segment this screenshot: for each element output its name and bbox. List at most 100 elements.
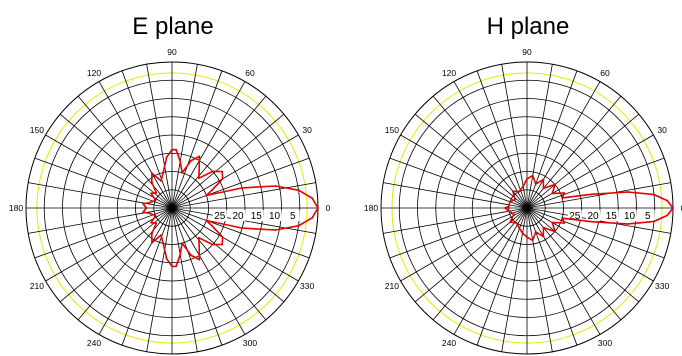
h-plane-grid-spoke bbox=[476, 70, 528, 209]
e-plane-pattern-point bbox=[160, 234, 163, 237]
e-plane-pattern-point bbox=[198, 177, 200, 180]
e-plane-grid-spoke bbox=[171, 207, 267, 321]
e-plane-pattern-point bbox=[181, 242, 184, 245]
e-plane-pattern-point bbox=[142, 203, 145, 205]
e-plane-grid-spoke bbox=[171, 207, 223, 346]
h-plane-grid-spoke bbox=[453, 81, 528, 209]
h-plane-radial-label-bg bbox=[567, 210, 582, 221]
h-plane-title: H plane bbox=[487, 13, 570, 40]
e-plane-pattern-point bbox=[221, 177, 224, 180]
e-plane-pattern-point bbox=[154, 199, 157, 202]
h-plane-pattern-point bbox=[521, 232, 524, 235]
e-plane-grid-spoke bbox=[171, 207, 285, 303]
e-plane-pattern-point bbox=[155, 191, 158, 194]
h-plane-grid-spoke bbox=[432, 207, 528, 321]
h-plane-pattern-point bbox=[509, 200, 511, 203]
e-plane-grid-spoke bbox=[98, 207, 173, 335]
e-plane-pattern-point bbox=[150, 221, 153, 224]
h-plane-grid-spoke bbox=[526, 207, 553, 352]
e-plane-grid-spoke bbox=[171, 157, 310, 209]
h-plane-radial-tick-label: 25 bbox=[569, 211, 581, 222]
h-plane-angle-tick-label: 150 bbox=[385, 125, 399, 135]
h-plane-pattern-point bbox=[518, 190, 521, 193]
h-plane-grid-spoke bbox=[526, 207, 654, 282]
e-plane-pattern-point bbox=[311, 216, 314, 219]
e-plane-grid-spoke bbox=[171, 64, 198, 209]
e-plane-radial-tick-label: 5 bbox=[290, 211, 296, 222]
e-plane-grid-spoke bbox=[98, 81, 173, 209]
h-plane-pattern-point bbox=[554, 230, 556, 233]
e-plane-radial-label-bg bbox=[212, 210, 227, 221]
e-plane-pattern-point bbox=[149, 212, 152, 215]
h-plane-angle-tick-label: 60 bbox=[600, 68, 610, 78]
e-plane-angle-tick-label: 180 bbox=[9, 203, 23, 213]
e-plane-pattern-point bbox=[179, 253, 182, 256]
h-plane-angle-tick-label: 240 bbox=[442, 338, 456, 348]
e-plane-angle-tick-label: 330 bbox=[300, 281, 314, 291]
h-plane-chart: 0306090120150180210240270300330510152025… bbox=[364, 13, 682, 355]
e-plane-grid-spoke bbox=[171, 182, 316, 209]
e-plane-pattern-point bbox=[205, 219, 208, 222]
h-plane-grid-spoke bbox=[526, 157, 665, 209]
e-plane-grid-spoke bbox=[34, 207, 173, 259]
h-plane-radial-tick-label: 15 bbox=[606, 211, 618, 222]
h-plane-grid-spoke bbox=[526, 81, 601, 209]
e-plane-pattern-point bbox=[205, 194, 208, 197]
e-plane-angle-tick-label: 300 bbox=[243, 338, 257, 348]
e-plane-pattern-point bbox=[274, 185, 277, 187]
h-plane-pattern-point bbox=[551, 192, 554, 195]
h-plane-pattern-point bbox=[508, 210, 510, 213]
e-plane-grid-spoke bbox=[171, 207, 246, 335]
h-plane-radial-tick-label: 10 bbox=[624, 211, 636, 222]
h-plane-grid-spoke bbox=[526, 95, 622, 209]
e-plane-pattern-point bbox=[241, 187, 244, 189]
e-plane-pattern-point bbox=[150, 181, 153, 184]
h-plane-angle-tick-label: 30 bbox=[657, 125, 667, 135]
e-plane-chart: 0306090120150180210240270300330510152025… bbox=[9, 13, 331, 355]
h-plane-grid-spoke bbox=[414, 113, 528, 209]
e-plane-angle-tick-label: 240 bbox=[87, 338, 101, 348]
e-plane-pattern-point bbox=[190, 159, 193, 162]
h-plane-pattern-point bbox=[507, 205, 510, 208]
e-plane-pattern-point bbox=[198, 236, 200, 239]
e-plane-pattern-point bbox=[171, 265, 173, 268]
h-plane-angle-tick-label: 90 bbox=[522, 47, 532, 57]
h-plane-grid-spoke bbox=[526, 113, 640, 209]
e-plane-pattern-point bbox=[190, 254, 193, 257]
e-plane-radial-tick-label: 25 bbox=[214, 211, 226, 222]
h-plane-radial-tick-label: 5 bbox=[645, 211, 651, 222]
h-plane-pattern-point bbox=[653, 220, 655, 223]
h-plane-pattern-point bbox=[561, 197, 563, 199]
e-plane-radial-label-bg bbox=[285, 210, 300, 221]
h-plane-grid-spoke bbox=[526, 134, 654, 209]
e-plane-pattern-point bbox=[297, 224, 300, 227]
h-plane-grid-spoke bbox=[526, 207, 622, 321]
h-plane-angle-tick-label: 120 bbox=[442, 68, 456, 78]
e-plane-pattern-point bbox=[311, 197, 314, 200]
h-plane-grid-spoke bbox=[501, 64, 528, 209]
h-plane-pattern-point bbox=[542, 178, 545, 181]
h-plane-grid-spoke bbox=[526, 207, 578, 346]
h-plane-pattern-point bbox=[561, 217, 563, 220]
h-plane-angle-tick-label: 210 bbox=[385, 281, 399, 291]
h-plane-radial-label-bg bbox=[604, 210, 619, 221]
e-plane-radial-label-bg bbox=[267, 210, 282, 221]
h-plane-angle-tick-label: 300 bbox=[598, 338, 612, 348]
h-plane-grid-spoke bbox=[383, 182, 528, 209]
e-plane-grid-spoke bbox=[121, 207, 173, 346]
h-plane-pattern-point bbox=[504, 207, 506, 209]
h-plane-radial-label-bg bbox=[586, 210, 600, 221]
e-plane-pattern-point bbox=[198, 258, 201, 261]
h-plane-radial-tick-label: 20 bbox=[587, 211, 599, 222]
h-plane-grid-spoke bbox=[526, 182, 671, 209]
h-plane-grid-spoke bbox=[400, 207, 528, 282]
h-plane-pattern-point bbox=[590, 220, 593, 223]
e-plane-pattern-point bbox=[162, 242, 165, 245]
h-plane-angle-tick-label: 180 bbox=[364, 203, 378, 213]
e-plane-grid-spoke bbox=[171, 207, 198, 352]
h-plane-pattern-point bbox=[512, 213, 515, 216]
h-plane-grid-spoke bbox=[383, 207, 528, 234]
e-plane-pattern-point bbox=[211, 189, 213, 192]
e-plane-pattern-point bbox=[151, 172, 153, 175]
e-plane-pattern-point bbox=[198, 155, 201, 158]
